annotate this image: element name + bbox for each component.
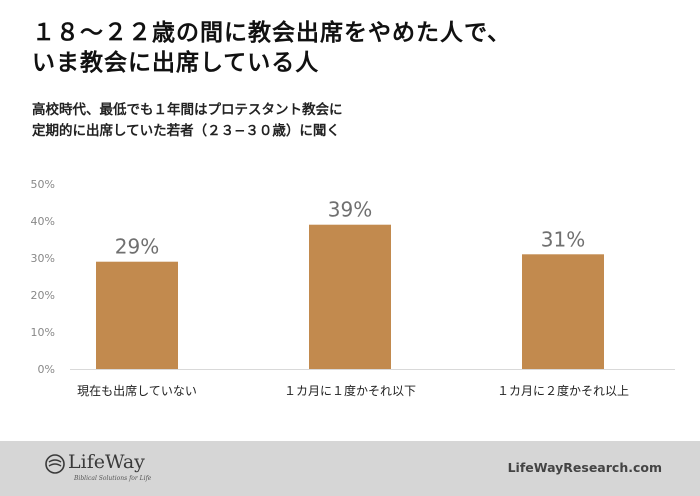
y-tick-label: 20% (31, 289, 55, 302)
x-tick-label: 現在も出席していない (77, 383, 197, 398)
y-tick-label: 0% (38, 363, 55, 376)
y-tick-label: 10% (31, 326, 55, 339)
x-tick-label: １カ月に１度かそれ以下 (284, 383, 416, 398)
subtitle-line-1: 高校時代、最低でも１年間はプロテスタント教会に (32, 102, 343, 118)
x-tick-label: １カ月に２度かそれ以上 (497, 383, 629, 398)
title-line-1: １８～２２歳の間に教会出席をやめた人で、 (32, 20, 512, 46)
bar (309, 224, 391, 369)
title-line-2: いま教会に出席している人 (32, 50, 320, 76)
website-link[interactable]: LifeWayResearch.com (507, 460, 662, 475)
lifeway-mark-icon (45, 454, 65, 474)
page-title: １８～２２歳の間に教会出席をやめた人で、 いま教会に出席している人 (32, 18, 672, 78)
footer: LifeWay Biblical Solutions for Life Life… (0, 441, 700, 496)
bar (96, 261, 178, 369)
data-label: 39% (328, 198, 372, 222)
page-subtitle: 高校時代、最低でも１年間はプロテスタント教会に 定期的に出席していた若者（２３−… (32, 100, 672, 142)
data-label: 29% (115, 235, 159, 259)
data-label: 31% (541, 227, 585, 251)
y-tick-label: 40% (31, 215, 55, 228)
y-tick-label: 30% (31, 252, 55, 265)
bar-chart: 0% 10% 20% 30% 40% 50% 29% 現在も出席していない 39% １カ月に１度か… (31, 178, 675, 398)
logo-tagline: Biblical Solutions for Life (74, 475, 152, 482)
lifeway-logo: LifeWay Biblical Solutions for Life (44, 451, 154, 487)
subtitle-line-2: 定期的に出席していた若者（２３−３０歳）に聞く (32, 123, 340, 139)
y-tick-label: 50% (31, 178, 55, 191)
bar (522, 254, 604, 369)
logo-text: LifeWay (68, 451, 145, 473)
